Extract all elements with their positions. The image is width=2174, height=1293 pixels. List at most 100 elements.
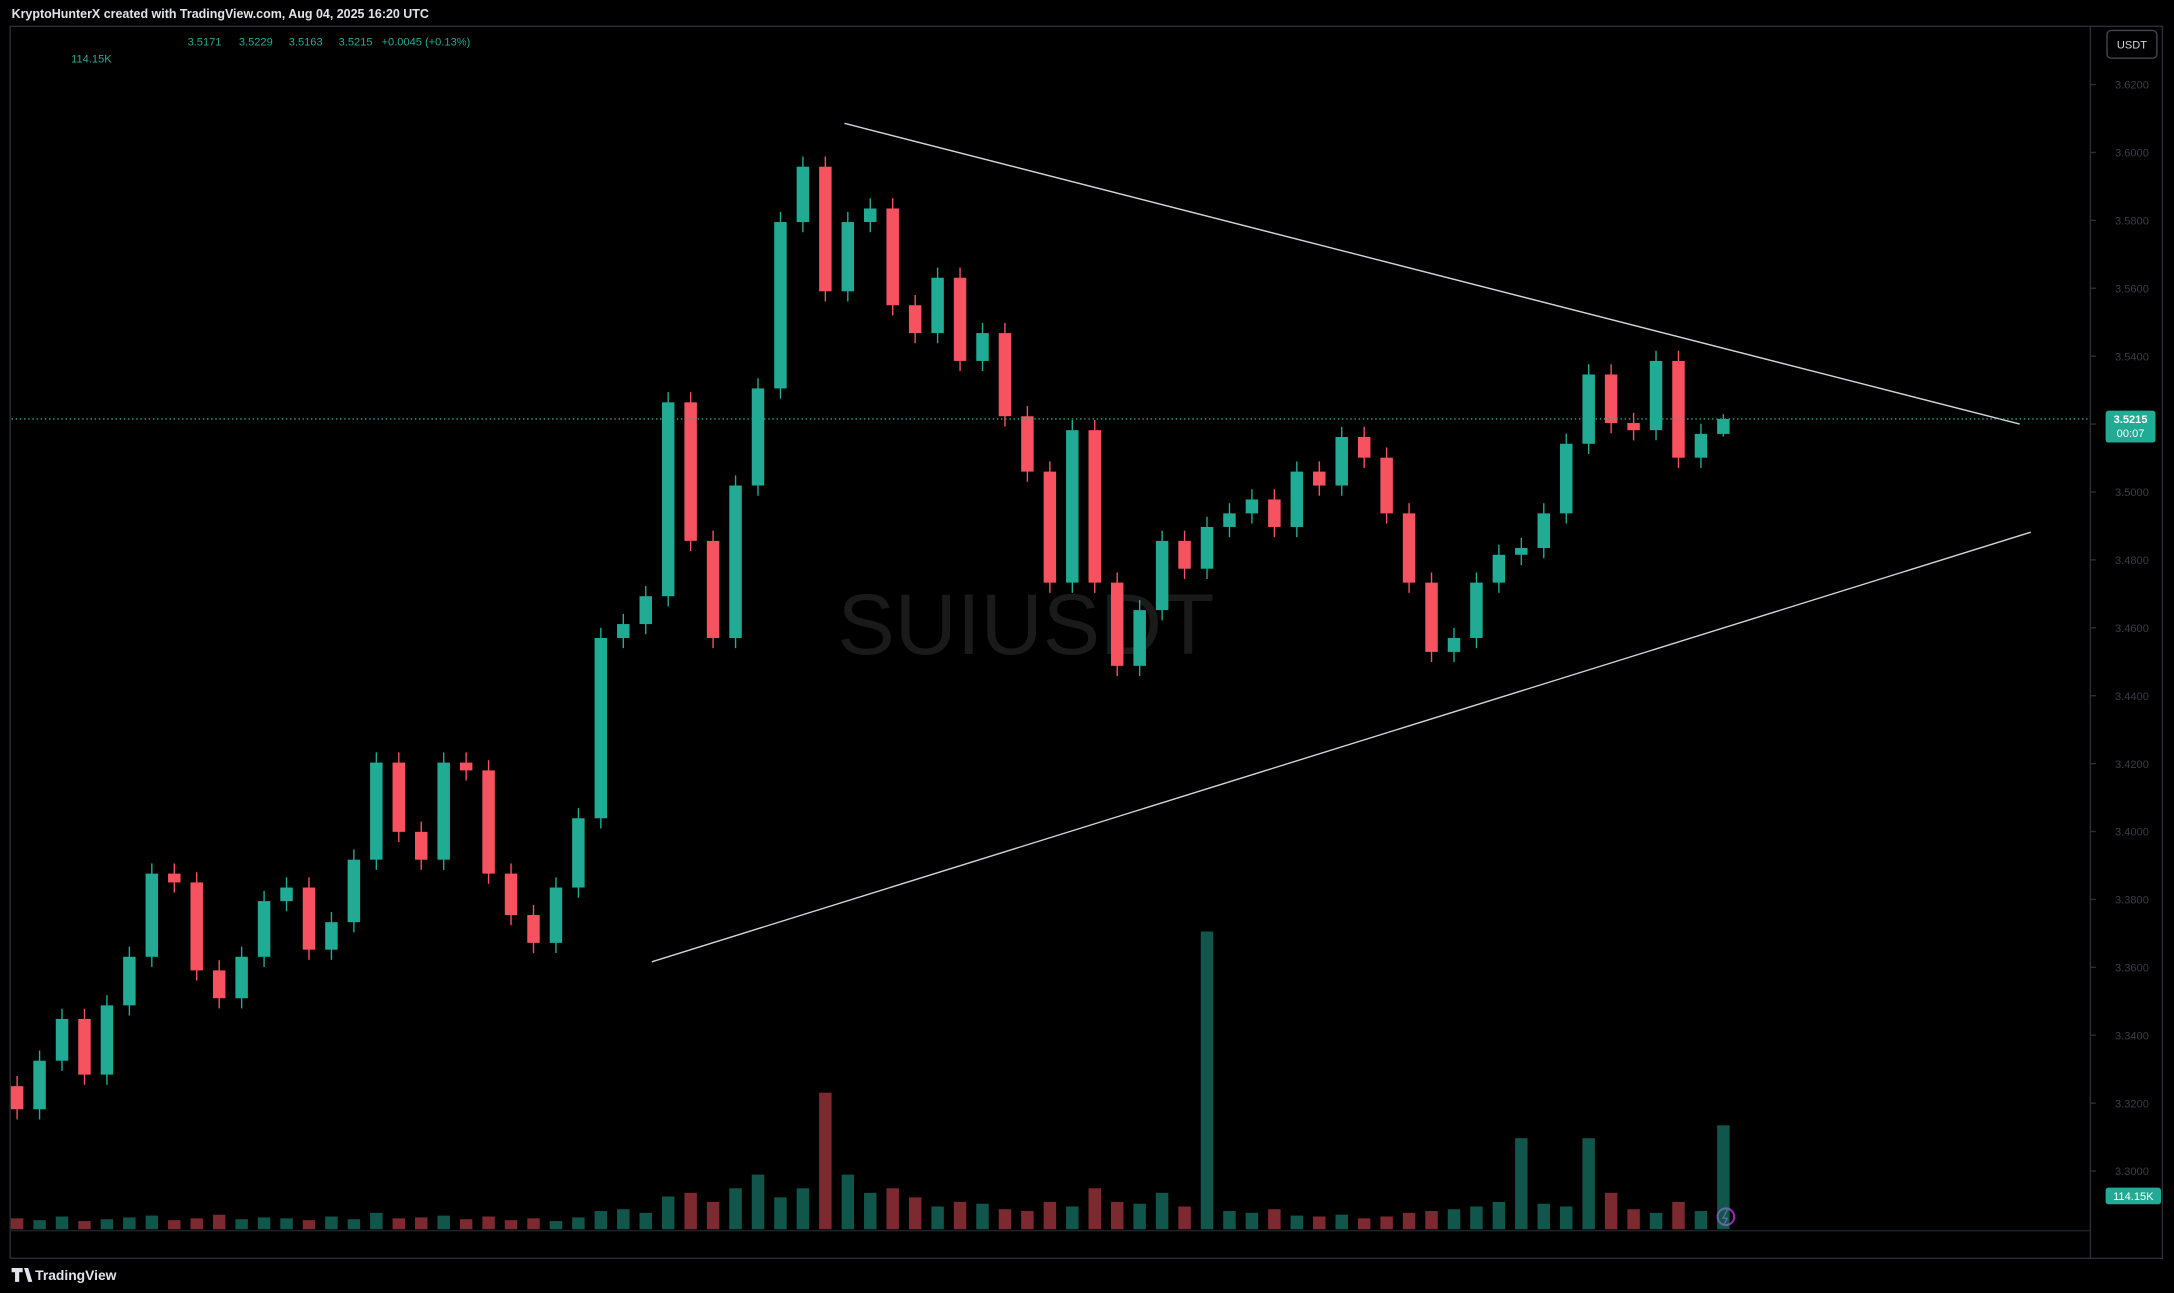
volume-bar — [886, 1188, 899, 1230]
volume-bar — [684, 1192, 697, 1230]
volume-bar — [1447, 1209, 1461, 1230]
candle-body — [100, 1005, 114, 1075]
volume-legend: 114.15K — [71, 53, 112, 65]
candle-body — [1604, 374, 1618, 424]
volume-bar — [1604, 1192, 1618, 1230]
volume-bar — [931, 1206, 944, 1230]
volume-bar — [123, 1217, 136, 1230]
candle-body — [1223, 513, 1236, 527]
currency-button[interactable] — [2106, 29, 2158, 59]
volume-bar — [257, 1217, 271, 1230]
candle-body — [661, 402, 675, 597]
volume-bar — [280, 1218, 293, 1230]
candle-body — [459, 762, 473, 771]
volume-bar — [572, 1217, 585, 1230]
volume-bar — [33, 1220, 46, 1230]
candle-body — [504, 873, 518, 916]
candle-body — [1357, 436, 1371, 458]
volume-label: 114.15K — [2113, 1191, 2154, 1203]
y-tick-label: 3.3800 — [2115, 895, 2149, 907]
candle-body — [1043, 471, 1057, 583]
candle-body — [527, 915, 540, 943]
y-tick-label: 3.5400 — [2115, 351, 2149, 363]
ohlc-open: 3.5171 — [188, 37, 222, 49]
candle-body — [729, 485, 742, 638]
volume-bar — [953, 1201, 967, 1230]
volume-bar — [594, 1211, 608, 1230]
ohlc-legend: 3.5171 3.5229 3.5163 3.5215 +0.0045 (+0.… — [71, 37, 470, 66]
candle-body — [370, 762, 383, 860]
candle-body — [841, 222, 855, 292]
volume-bar — [1021, 1211, 1034, 1230]
candle-body — [1380, 457, 1393, 514]
candle-body — [1155, 540, 1169, 611]
candle-body — [392, 762, 406, 832]
candle-body — [347, 859, 361, 923]
candle-body — [190, 882, 203, 971]
candle-body — [998, 333, 1012, 417]
volume-bar — [639, 1212, 652, 1230]
volume-bar — [145, 1215, 159, 1230]
candle-body — [1582, 374, 1595, 444]
candle-body — [1268, 499, 1281, 527]
candle-body — [1402, 513, 1416, 583]
volume-bar — [1223, 1211, 1236, 1230]
candle-body — [1515, 548, 1528, 555]
candle-body — [145, 873, 159, 957]
volume-bar — [168, 1220, 181, 1230]
candle-body — [1335, 436, 1348, 486]
candle-body — [302, 887, 316, 950]
y-tick-label: 3.3200 — [2115, 1098, 2149, 1110]
candle-body — [1245, 499, 1259, 514]
last-price-box — [2105, 410, 2156, 443]
ohlc-high: 3.5229 — [239, 37, 273, 49]
candle-body — [55, 1018, 69, 1061]
y-tick-label: 3.4000 — [2115, 827, 2149, 839]
candle-body — [1290, 471, 1304, 527]
y-tick-label: 3.5800 — [2115, 216, 2149, 228]
volume-bar — [1268, 1209, 1281, 1230]
author-line: KryptoHunterX created with TradingView.c… — [12, 7, 429, 21]
candle-body — [1694, 433, 1708, 458]
volume-bar — [190, 1218, 203, 1230]
volume-bar — [1649, 1212, 1663, 1230]
candle-body — [280, 887, 293, 902]
candle-body — [123, 956, 136, 1006]
volume-bar — [437, 1215, 450, 1230]
candle-body — [78, 1018, 91, 1075]
candle-body — [1672, 360, 1685, 458]
candle-body — [594, 637, 608, 819]
volume-bar — [1537, 1203, 1551, 1230]
last-price-label: 3.5215 — [2114, 414, 2148, 426]
candle-body — [864, 208, 877, 223]
candle-body — [1627, 423, 1640, 431]
volume-bar — [841, 1174, 855, 1230]
currency-label: USDT — [2117, 40, 2147, 52]
volume-bar — [796, 1188, 810, 1230]
volume-bar — [1110, 1201, 1124, 1230]
volume-bar — [10, 1218, 24, 1230]
volume-bar — [1245, 1212, 1259, 1230]
volume-bar — [1357, 1218, 1371, 1230]
y-tick-label: 3.3400 — [2115, 1030, 2149, 1042]
volume-bar — [1178, 1206, 1191, 1230]
candle-body — [1559, 443, 1573, 514]
volume-bar — [1380, 1216, 1393, 1230]
upper-trendline — [844, 122, 2020, 425]
volume-bar — [459, 1219, 473, 1230]
candle-body — [1088, 430, 1101, 583]
volume-bar — [1627, 1209, 1640, 1230]
watermark: SUIUSDT — [837, 577, 1214, 673]
ohlc-close: 3.5215 — [339, 37, 373, 49]
candle-body — [1537, 513, 1551, 549]
volume-bar — [1717, 1125, 1730, 1230]
volume-bar — [998, 1209, 1012, 1230]
volume-bar — [1470, 1206, 1483, 1230]
candle-body — [1447, 637, 1461, 652]
candle-body — [953, 277, 967, 361]
volume-bar — [302, 1220, 316, 1230]
volume-bar — [78, 1221, 91, 1230]
